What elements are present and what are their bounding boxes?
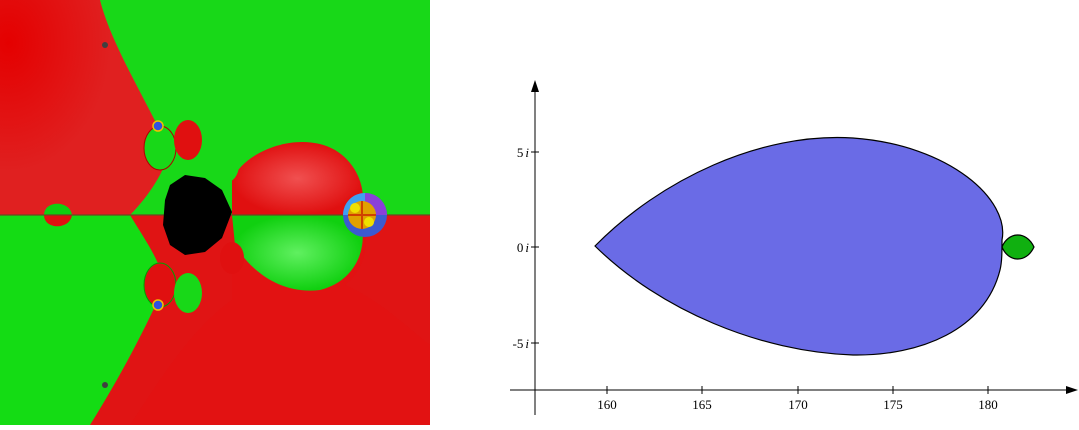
lower-right-bud (220, 242, 244, 274)
upper-red-lobe (0, 0, 170, 215)
x-label-175: 175 (883, 397, 903, 412)
small-bulb-bottom (44, 215, 72, 227)
fractal-svg (0, 0, 430, 425)
lower-green-lobe (0, 215, 165, 425)
right-red-lower (130, 215, 430, 425)
x-axis-arrow (1066, 386, 1078, 394)
main-teardrop-region (594, 136, 1004, 356)
tiny-bulb-bottom (152, 299, 164, 311)
tiny-bulb-top (152, 120, 164, 132)
upper-mid-bud (174, 120, 202, 160)
x-label-180: 180 (978, 397, 998, 412)
small-bulb-top (44, 203, 72, 215)
colorful-bulb (343, 193, 387, 237)
right-green-bulb (232, 215, 363, 291)
central-black-set (163, 175, 232, 255)
lower-mid-bud (174, 273, 202, 313)
tiny-dot-top (102, 42, 108, 48)
y-label-minus5: -5 i (513, 336, 530, 351)
upper-left-bud (143, 125, 177, 171)
x-label-170: 170 (788, 397, 808, 412)
x-label-160: 160 (597, 397, 617, 412)
right-red-bulb (232, 141, 363, 215)
x-label-165: 165 (692, 397, 712, 412)
y-axis-arrow (531, 80, 539, 92)
upper-right-bud (211, 147, 239, 183)
fractal-image (0, 0, 430, 425)
small-green-bulb (1001, 234, 1035, 260)
tiny-dot-bottom (102, 382, 108, 388)
